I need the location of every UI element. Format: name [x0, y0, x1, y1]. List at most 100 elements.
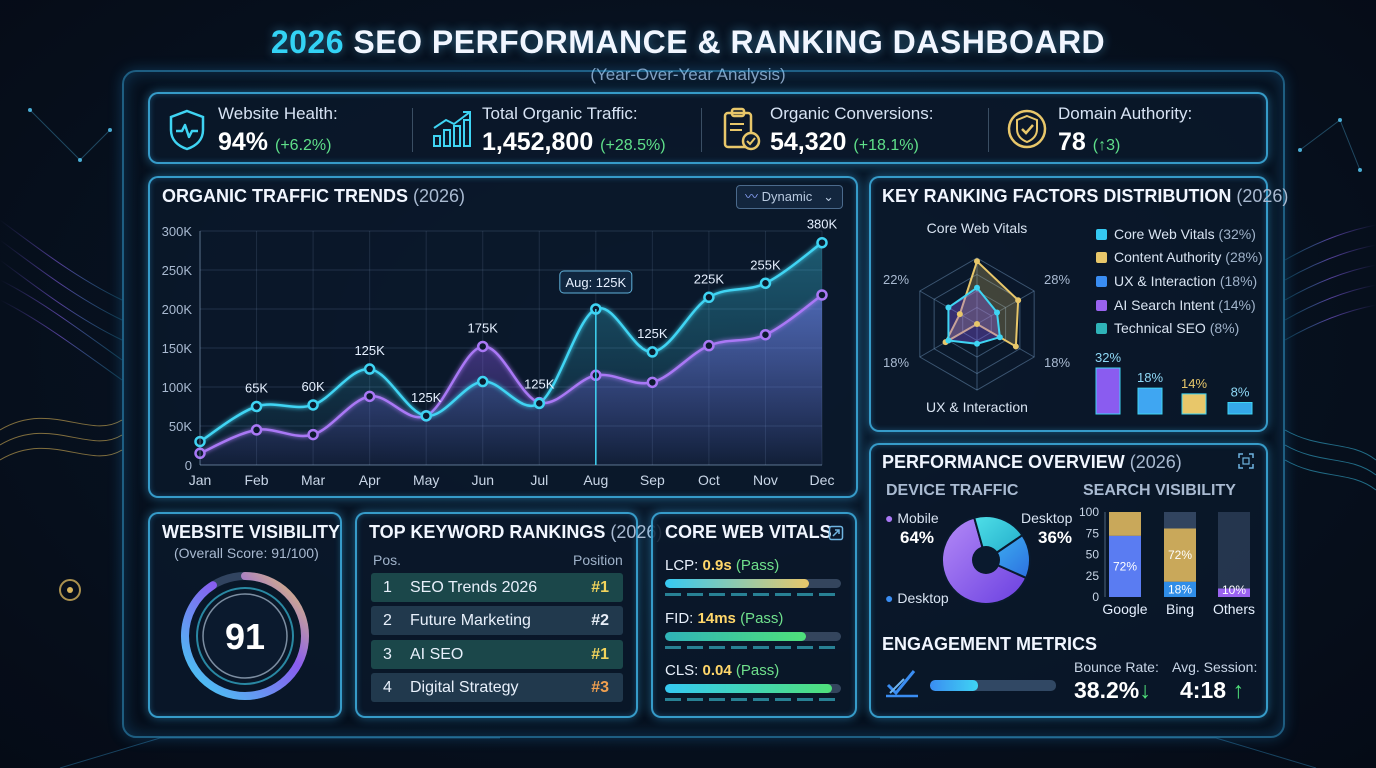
avg-session-value: 4:18 ↑ [1180, 677, 1244, 703]
legend-item: AI Search Intent (14%) [1096, 297, 1256, 313]
sv-y-tick: 25 [1086, 569, 1100, 583]
fullscreen-icon[interactable] [1238, 453, 1254, 469]
dynamic-toggle-button[interactable]: 〰 Dynamic ⌄ [736, 185, 843, 209]
kpi-value: 54,320 (+18.1%) [770, 128, 919, 156]
legend-item: Core Web Vitals (32%) [1096, 226, 1256, 242]
data-point [476, 340, 489, 353]
sv-bar [1164, 528, 1196, 582]
avg-session-label: Avg. Session: [1172, 659, 1258, 675]
radar-label-right-top: 28% [1044, 272, 1070, 287]
device-traffic-pie [941, 515, 1031, 605]
sv-y-tick: 100 [1079, 505, 1099, 519]
bounce-rate-fill [930, 680, 978, 691]
desktop-label: Desktop [1021, 510, 1073, 526]
visibility-subtitle: (Overall Score: 91/100) [174, 545, 319, 561]
y-tick-label: 50K [169, 419, 192, 434]
data-label: 125K [637, 326, 668, 341]
keyword-rank: #2 [591, 612, 609, 629]
factor-bar [1095, 367, 1121, 415]
keyword-name: AI SEO [410, 646, 464, 663]
keyword-rank: #3 [591, 679, 609, 696]
data-point [703, 291, 715, 304]
cwv-bar-fid [665, 632, 841, 641]
radar-point [974, 340, 980, 347]
radar-point [1015, 297, 1022, 304]
cwv-dash-divider [665, 646, 841, 649]
cwv-dash-divider [665, 698, 841, 701]
radar-point [945, 304, 952, 311]
data-point [363, 363, 376, 375]
dashboard-header: 2026 SEO PERFORMANCE & RANKING DASHBOARD… [0, 24, 1376, 85]
bar-chart-up-icon [433, 111, 471, 147]
cwv-bar-lcp [665, 579, 841, 588]
visibility-score: 91 [225, 616, 265, 657]
sv-bar [1109, 535, 1141, 597]
factor-bar [1181, 393, 1207, 415]
legend-item: Content Authority (28%) [1096, 249, 1263, 265]
kpi-strip: Website Health: 94% (+6.2%) Total Organi… [148, 92, 1268, 164]
radar-spoke [976, 290, 1035, 325]
expand-icon[interactable] [828, 525, 844, 541]
x-tick-label: Sep [640, 472, 665, 488]
sv-x-label: Google [1102, 601, 1147, 617]
sv-bar-secondary [1164, 581, 1196, 597]
sv-bar-rest [1164, 512, 1196, 529]
radar-label-top: Core Web Vitals [927, 220, 1028, 236]
dot-icon: ● [885, 590, 894, 606]
device-traffic-title: DEVICE TRAFFIC [886, 482, 1019, 499]
data-label: 60K [302, 379, 325, 394]
x-tick-label: Jul [530, 472, 548, 488]
kpi-value: 78 (↑3) [1058, 128, 1121, 156]
radar-label-left-bottom: 18% [883, 355, 909, 370]
keyword-rankings-title: TOP KEYWORD RANKINGS (2026) [369, 522, 663, 542]
kpi-organic-traffic: Total Organic Traffic: 1,452,800 (+28.5%… [420, 94, 700, 164]
kpi-label: Organic Conversions: [770, 104, 934, 123]
data-point [816, 236, 828, 249]
cwv-dash-divider [665, 593, 841, 596]
table-row[interactable]: 1 SEO Trends 2026 #1 [371, 573, 623, 602]
cwv-bar-fill [665, 684, 833, 693]
legend-item: UX & Interaction (18%) [1096, 273, 1257, 289]
table-row[interactable]: 3 AI SEO #1 [371, 640, 623, 669]
data-point [420, 410, 432, 422]
search-visibility-chart: 0 25 50 75 100 72% Google 72% 18% Bing 10% Others [1079, 505, 1255, 617]
chevron-down-icon: ⌄ [823, 189, 834, 204]
keyword-rank: #1 [591, 646, 609, 663]
data-label: 125K [524, 377, 555, 392]
sv-bar-label: 72% [1113, 559, 1137, 573]
keyword-pos: 4 [383, 679, 392, 696]
keyword-rank: #1 [591, 579, 609, 596]
pie-slice-desktop-secondary [983, 533, 1031, 580]
table-row[interactable]: 4 Digital Strategy #3 [371, 673, 623, 702]
radar-label-right-bottom: 18% [1044, 355, 1070, 370]
data-point [476, 375, 489, 388]
kpi-value: 94% (+6.2%) [218, 128, 332, 156]
organic-traffic-title: ORGANIC TRAFFIC TRENDS (2026) [162, 186, 466, 206]
kpi-label: Total Organic Traffic: [482, 104, 638, 123]
cwv-bar-fill [665, 579, 810, 588]
page-title: 2026 SEO PERFORMANCE & RANKING DASHBOARD [270, 24, 1106, 60]
sv-x-label: Bing [1166, 601, 1194, 617]
data-point [759, 328, 772, 341]
x-tick-label: Feb [244, 472, 268, 488]
factor-bar [1227, 402, 1253, 415]
analytics-check-icon [886, 670, 918, 698]
radar-point [974, 258, 980, 265]
x-tick-label: Dec [810, 472, 835, 488]
dashboard-frame [122, 70, 1285, 738]
radar-ring [919, 257, 1035, 391]
factor-bar [1137, 387, 1163, 415]
keyword-name: SEO Trends 2026 [410, 579, 538, 596]
kpi-website-health: Website Health: 94% (+6.2%) [150, 94, 410, 164]
keyword-name: Future Marketing [410, 612, 531, 629]
y-tick-label: 300K [162, 224, 193, 239]
radar-point [956, 311, 963, 318]
legend-swatch [1096, 300, 1107, 311]
sv-bar-label: 10% [1222, 583, 1246, 597]
sv-bar-rest [1109, 512, 1141, 536]
core-web-vitals-title: CORE WEB VITALS [665, 522, 832, 542]
data-label: 380K [807, 217, 838, 232]
table-row[interactable]: 2 Future Marketing #2 [371, 606, 623, 635]
radar-point [974, 284, 980, 291]
legend-swatch [1096, 276, 1107, 287]
